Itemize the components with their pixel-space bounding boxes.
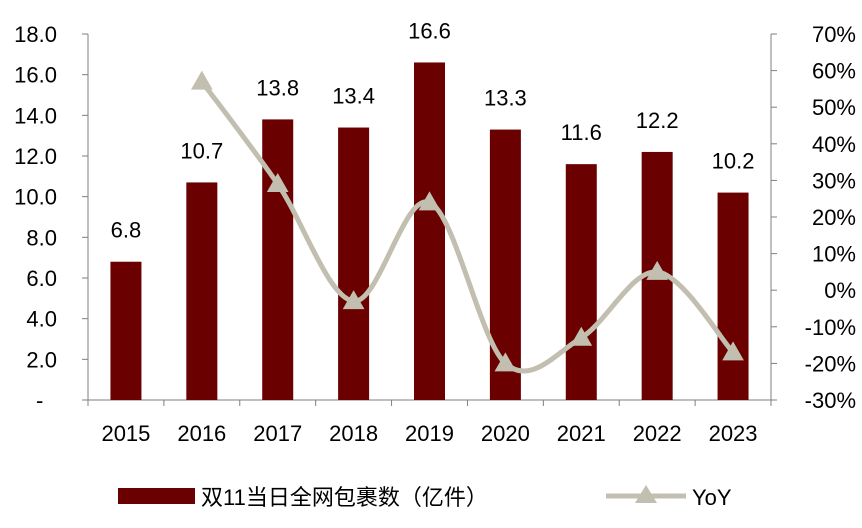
left-tick-label: 6.0 [26,266,57,291]
left-tick-label: 8.0 [26,225,57,250]
right-tick-label: 20% [812,205,856,230]
bar [110,261,142,400]
yoy-point [266,173,289,193]
legend-line-label: YoY [692,485,732,510]
bar-value-label: 10.2 [712,149,755,174]
bar [186,182,218,400]
right-tick-label: 10% [812,242,856,267]
right-tick-label: 30% [812,168,856,193]
x-tick-label: 2015 [101,421,150,446]
x-tick-label: 2022 [633,421,682,446]
right-tick-label: 50% [812,95,856,120]
yoy-point [418,191,441,211]
yoy-point [342,290,365,310]
x-tick-label: 2018 [329,421,378,446]
x-tick-label: 2023 [709,421,758,446]
bar [338,127,370,401]
bar [414,62,445,400]
yoy-point [722,341,744,361]
bar [717,192,749,400]
left-tick-label: 4.0 [26,307,57,332]
right-tick-label: -20% [805,351,856,376]
bar [565,164,597,400]
x-tick-label: 2016 [177,421,226,446]
right-tick-label: -10% [805,315,856,340]
bar-value-label: 13.4 [332,84,375,109]
bar-value-label: 11.6 [561,120,602,145]
bar-value-label: 16.6 [408,18,451,43]
left-tick-label: 18.0 [14,22,57,47]
legend-bar-label: 双11当日全网包裹数（亿件） [201,485,488,510]
legend-bar-swatch [118,488,195,504]
yoy-point [494,352,517,372]
bar-value-label: 13.8 [256,75,299,100]
right-tick-label: 40% [812,132,856,157]
x-tick-label: 2020 [481,421,530,446]
bar-value-label: 13.3 [484,86,527,111]
yoy-point [190,70,213,90]
bar [262,119,294,401]
yoy-line [199,79,736,374]
left-tick-label: 16.0 [14,63,57,88]
x-tick-label: 2019 [405,421,454,446]
bar-value-label: 12.2 [636,108,679,133]
yoy-point [570,326,593,346]
bar-value-label: 10.7 [180,138,223,163]
right-tick-label: 0% [824,278,856,303]
left-tick-label: 10.0 [14,185,57,210]
right-tick-label: 70% [812,22,856,47]
yoy-point [646,260,669,280]
x-tick-label: 2021 [557,421,606,446]
x-tick-label: 2017 [253,421,302,446]
left-tick-label: 14.0 [14,103,57,128]
left-tick-label: 12.0 [14,144,57,169]
legend-line-marker [635,485,657,503]
left-tick-label: - [36,388,43,413]
right-tick-label: -30% [805,388,856,413]
left-tick-label: 2.0 [26,347,57,372]
bar-value-label: 6.8 [111,218,142,243]
right-tick-label: 60% [812,59,856,84]
